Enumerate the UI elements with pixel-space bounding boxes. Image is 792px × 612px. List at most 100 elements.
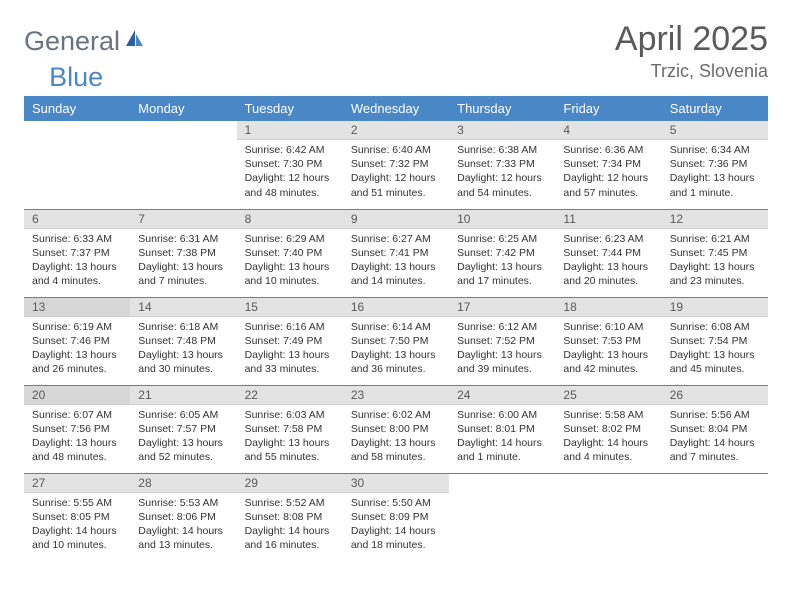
weekday-header: Wednesday [343, 96, 449, 121]
calendar-day-cell: . [449, 473, 555, 561]
day-line: Sunrise: 6:33 AM [32, 232, 122, 246]
calendar-day-cell: 1Sunrise: 6:42 AMSunset: 7:30 PMDaylight… [237, 121, 343, 209]
day-line: and 10 minutes. [245, 274, 335, 288]
day-line: Sunrise: 6:12 AM [457, 320, 547, 334]
calendar-day-cell: 11Sunrise: 6:23 AMSunset: 7:44 PMDayligh… [555, 209, 661, 297]
calendar-day-cell: 24Sunrise: 6:00 AMSunset: 8:01 PMDayligh… [449, 385, 555, 473]
day-line: Sunset: 7:57 PM [138, 422, 228, 436]
day-line: Sunset: 7:36 PM [670, 157, 760, 171]
location: Trzic, Slovenia [615, 61, 768, 82]
calendar-table: Sunday Monday Tuesday Wednesday Thursday… [24, 96, 768, 561]
day-line: Daylight: 14 hours [138, 524, 228, 538]
day-line: Daylight: 14 hours [351, 524, 441, 538]
weekday-header: Thursday [449, 96, 555, 121]
day-number: 29 [237, 474, 343, 493]
day-line: Sunrise: 6:08 AM [670, 320, 760, 334]
day-number: 30 [343, 474, 449, 493]
day-content: Sunrise: 6:34 AMSunset: 7:36 PMDaylight:… [662, 140, 768, 204]
day-line: Sunrise: 6:14 AM [351, 320, 441, 334]
day-line: Sunset: 7:52 PM [457, 334, 547, 348]
day-number: 22 [237, 386, 343, 405]
day-number: 5 [662, 121, 768, 140]
calendar-day-cell: 29Sunrise: 5:52 AMSunset: 8:08 PMDayligh… [237, 473, 343, 561]
day-line: Sunset: 8:02 PM [563, 422, 653, 436]
calendar-day-cell: 5Sunrise: 6:34 AMSunset: 7:36 PMDaylight… [662, 121, 768, 209]
day-line: Sunset: 7:58 PM [245, 422, 335, 436]
day-number: 9 [343, 210, 449, 229]
day-line: Sunset: 8:06 PM [138, 510, 228, 524]
day-line: Sunset: 7:54 PM [670, 334, 760, 348]
calendar-day-cell: 15Sunrise: 6:16 AMSunset: 7:49 PMDayligh… [237, 297, 343, 385]
day-number: 25 [555, 386, 661, 405]
day-content: Sunrise: 6:33 AMSunset: 7:37 PMDaylight:… [24, 229, 130, 293]
day-number: 18 [555, 298, 661, 317]
calendar-day-cell: 22Sunrise: 6:03 AMSunset: 7:58 PMDayligh… [237, 385, 343, 473]
day-line: Daylight: 13 hours [351, 348, 441, 362]
day-line: and 48 minutes. [32, 450, 122, 464]
day-number: 20 [24, 386, 130, 405]
day-line: and 1 minute. [457, 450, 547, 464]
day-line: Daylight: 13 hours [138, 348, 228, 362]
day-content: Sunrise: 6:12 AMSunset: 7:52 PMDaylight:… [449, 317, 555, 381]
calendar-day-cell: 18Sunrise: 6:10 AMSunset: 7:53 PMDayligh… [555, 297, 661, 385]
day-line: and 48 minutes. [245, 186, 335, 200]
day-line: Sunrise: 5:53 AM [138, 496, 228, 510]
calendar-day-cell: 6Sunrise: 6:33 AMSunset: 7:37 PMDaylight… [24, 209, 130, 297]
calendar-day-cell: 17Sunrise: 6:12 AMSunset: 7:52 PMDayligh… [449, 297, 555, 385]
calendar-day-cell: 23Sunrise: 6:02 AMSunset: 8:00 PMDayligh… [343, 385, 449, 473]
day-content: Sunrise: 6:00 AMSunset: 8:01 PMDaylight:… [449, 405, 555, 469]
day-line: Daylight: 13 hours [457, 260, 547, 274]
day-line: Daylight: 13 hours [32, 348, 122, 362]
calendar-day-cell: . [130, 121, 236, 209]
calendar-day-cell: 2Sunrise: 6:40 AMSunset: 7:32 PMDaylight… [343, 121, 449, 209]
day-line: and 26 minutes. [32, 362, 122, 376]
day-line: Daylight: 13 hours [563, 348, 653, 362]
day-line: and 7 minutes. [670, 450, 760, 464]
day-content: Sunrise: 6:16 AMSunset: 7:49 PMDaylight:… [237, 317, 343, 381]
calendar-day-cell: 16Sunrise: 6:14 AMSunset: 7:50 PMDayligh… [343, 297, 449, 385]
weekday-header: Friday [555, 96, 661, 121]
weekday-header: Saturday [662, 96, 768, 121]
day-line: Sunset: 7:41 PM [351, 246, 441, 260]
day-line: Daylight: 14 hours [457, 436, 547, 450]
day-content: Sunrise: 6:36 AMSunset: 7:34 PMDaylight:… [555, 140, 661, 204]
day-line: and 4 minutes. [563, 450, 653, 464]
calendar-day-cell: 26Sunrise: 5:56 AMSunset: 8:04 PMDayligh… [662, 385, 768, 473]
weekday-header: Monday [130, 96, 236, 121]
day-line: Daylight: 14 hours [245, 524, 335, 538]
day-number: 19 [662, 298, 768, 317]
day-line: Daylight: 12 hours [563, 171, 653, 185]
day-line: and 33 minutes. [245, 362, 335, 376]
day-line: Sunset: 7:56 PM [32, 422, 122, 436]
day-content: Sunrise: 6:25 AMSunset: 7:42 PMDaylight:… [449, 229, 555, 293]
calendar-day-cell: 30Sunrise: 5:50 AMSunset: 8:09 PMDayligh… [343, 473, 449, 561]
day-number: 28 [130, 474, 236, 493]
day-line: and 58 minutes. [351, 450, 441, 464]
day-line: and 39 minutes. [457, 362, 547, 376]
day-line: and 55 minutes. [245, 450, 335, 464]
day-line: Sunrise: 6:27 AM [351, 232, 441, 246]
calendar-week-row: 27Sunrise: 5:55 AMSunset: 8:05 PMDayligh… [24, 473, 768, 561]
day-line: Daylight: 13 hours [245, 348, 335, 362]
day-line: Sunrise: 6:29 AM [245, 232, 335, 246]
day-line: and 52 minutes. [138, 450, 228, 464]
day-line: and 18 minutes. [351, 538, 441, 552]
day-line: and 23 minutes. [670, 274, 760, 288]
day-line: and 13 minutes. [138, 538, 228, 552]
day-line: Sunset: 7:32 PM [351, 157, 441, 171]
day-content: Sunrise: 6:42 AMSunset: 7:30 PMDaylight:… [237, 140, 343, 204]
day-line: Sunset: 7:49 PM [245, 334, 335, 348]
calendar-day-cell: 19Sunrise: 6:08 AMSunset: 7:54 PMDayligh… [662, 297, 768, 385]
day-line: Sunset: 7:33 PM [457, 157, 547, 171]
day-line: Sunrise: 6:25 AM [457, 232, 547, 246]
weekday-header-row: Sunday Monday Tuesday Wednesday Thursday… [24, 96, 768, 121]
page: General Blue April 2025 Trzic, Slovenia … [0, 0, 792, 581]
day-content: Sunrise: 5:56 AMSunset: 8:04 PMDaylight:… [662, 405, 768, 469]
day-line: Sunrise: 6:05 AM [138, 408, 228, 422]
calendar-day-cell: 21Sunrise: 6:05 AMSunset: 7:57 PMDayligh… [130, 385, 236, 473]
day-content: Sunrise: 5:53 AMSunset: 8:06 PMDaylight:… [130, 493, 236, 557]
day-line: Sunrise: 6:23 AM [563, 232, 653, 246]
day-content: Sunrise: 6:19 AMSunset: 7:46 PMDaylight:… [24, 317, 130, 381]
day-line: Sunset: 8:00 PM [351, 422, 441, 436]
day-line: Sunrise: 6:40 AM [351, 143, 441, 157]
